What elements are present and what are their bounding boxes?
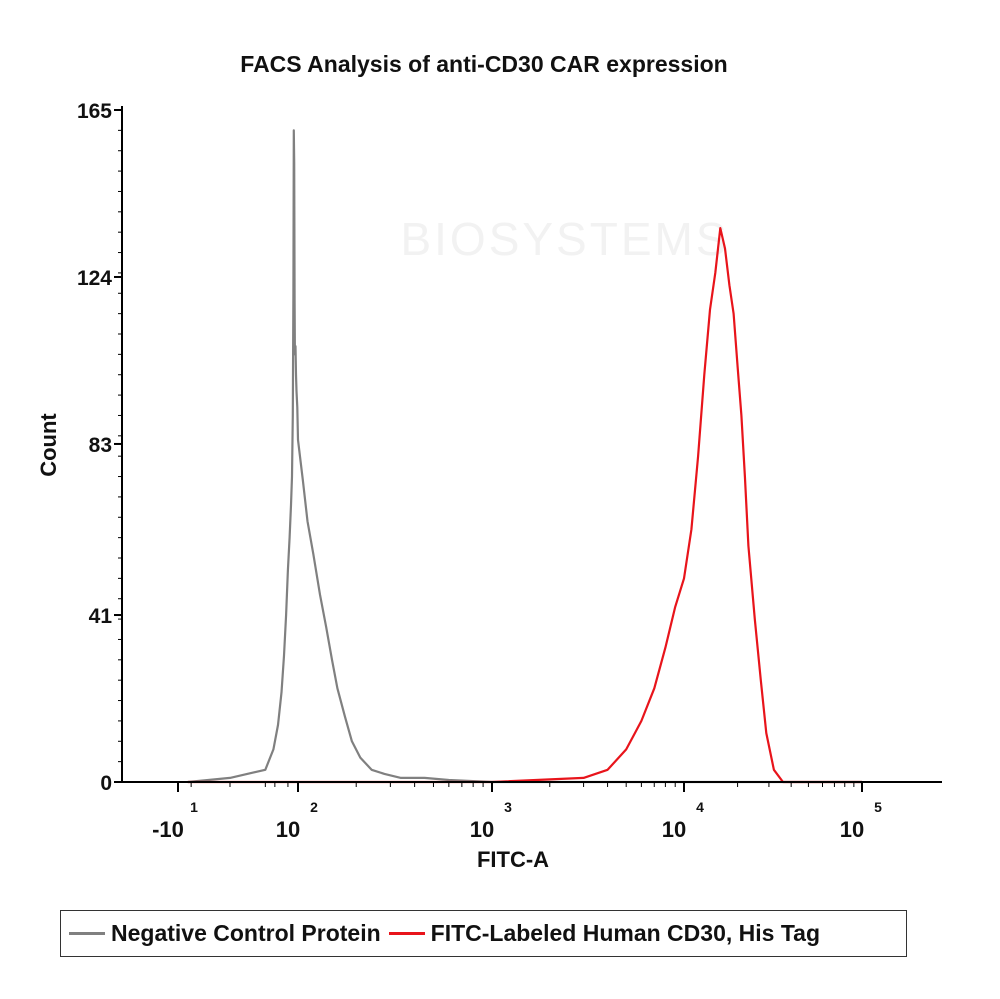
x-tick-label-4: 10: [840, 817, 864, 842]
chart-title: FACS Analysis of anti-CD30 CAR expressio…: [240, 51, 727, 77]
legend-item-negative-control: Negative Control Protein: [61, 920, 381, 947]
x-tick-exponent-3: 4: [696, 799, 704, 815]
legend-swatch-gray: [69, 932, 105, 935]
facs-histogram: BIOSYSTEMS FACS Analysis of anti-CD30 CA…: [36, 51, 942, 872]
y-tick-label-1: 41: [89, 605, 113, 628]
y-axis-label: Count: [36, 413, 61, 477]
chart-legend: Negative Control Protein FITC-Labeled Hu…: [60, 910, 907, 957]
legend-swatch-red: [388, 932, 425, 935]
series-line-1: [187, 227, 862, 784]
y-tick-label-3: 124: [77, 267, 112, 290]
x-axis-label: FITC-A: [477, 847, 549, 872]
x-tick-exponent-4: 5: [874, 799, 882, 815]
x-tick-exponent-2: 3: [504, 799, 512, 815]
y-tick-label-4: 165: [77, 100, 112, 123]
x-tick-label-2: 10: [470, 817, 494, 842]
x-tick-label-0: -10: [152, 817, 184, 842]
x-tick-exponent-0: 1: [190, 799, 198, 815]
x-tick-label-3: 10: [662, 817, 686, 842]
watermark-text: BIOSYSTEMS: [400, 213, 729, 265]
x-tick-exponent-1: 2: [310, 799, 318, 815]
x-tick-label-1: 10: [276, 817, 300, 842]
legend-label-cd30: FITC-Labeled Human CD30, His Tag: [430, 920, 821, 946]
y-tick-label-2: 83: [89, 434, 112, 457]
legend-label-negative-control: Negative Control Protein: [111, 920, 381, 946]
y-tick-label-0: 0: [100, 772, 112, 795]
series-line-0: [187, 129, 862, 784]
legend-item-cd30: FITC-Labeled Human CD30, His Tag: [381, 920, 820, 947]
